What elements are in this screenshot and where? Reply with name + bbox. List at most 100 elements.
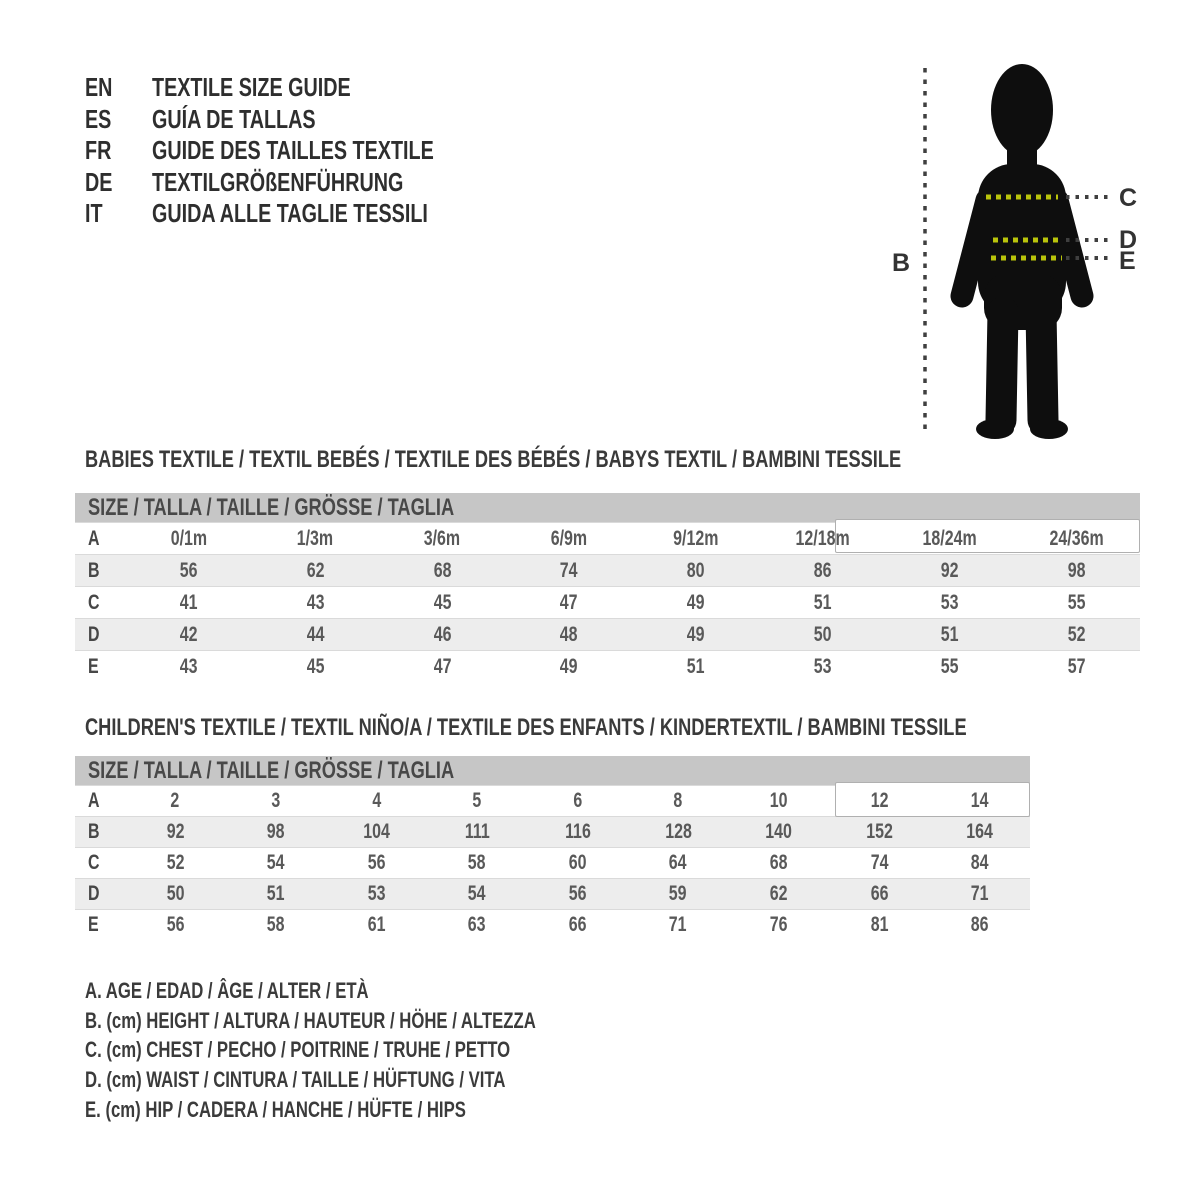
table-cell: 9/12m bbox=[673, 526, 719, 550]
table-cell: 5 bbox=[472, 789, 482, 812]
table-cell: 57 bbox=[1067, 654, 1086, 678]
table-cell: 14 bbox=[970, 789, 989, 812]
table-cell: 24/36m bbox=[1049, 526, 1104, 550]
table-cell: 47 bbox=[433, 654, 452, 678]
table-cell: 0/1m bbox=[170, 526, 207, 550]
table-cell: 56 bbox=[166, 913, 185, 936]
table-cell: 66 bbox=[568, 913, 587, 936]
table-cell: 81 bbox=[870, 913, 889, 936]
table-cell: 44 bbox=[306, 622, 325, 646]
table-cell: 41 bbox=[179, 590, 198, 614]
table-row-waist: D 42 44 46 48 49 50 51 52 bbox=[75, 618, 1140, 650]
table-cell: 84 bbox=[970, 851, 989, 874]
table-cell: 52 bbox=[1067, 622, 1086, 646]
table-cell: 42 bbox=[179, 622, 198, 646]
legend-age: A. AGE / EDAD / ÂGE / ALTER / ETÀ bbox=[85, 977, 369, 1003]
child-measurement-figure: B C D E bbox=[892, 64, 1137, 439]
table-cell: 51 bbox=[813, 590, 832, 614]
row-label: E bbox=[88, 654, 99, 678]
language-code: ES bbox=[85, 103, 112, 134]
guide-title-es: GUÍA DE TALLAS bbox=[152, 103, 316, 134]
table-cell: 43 bbox=[306, 590, 325, 614]
table-cell: 10 bbox=[769, 789, 788, 812]
selected-size-highlight bbox=[835, 782, 1030, 817]
table-cell: 12 bbox=[870, 789, 889, 812]
table-cell: 104 bbox=[363, 820, 390, 843]
legend-hip: E. (cm) HIP / CADERA / HANCHE / HÜFTE / … bbox=[85, 1097, 466, 1123]
table-cell: 152 bbox=[865, 820, 893, 843]
row-label: E bbox=[88, 913, 99, 936]
row-label: B bbox=[88, 820, 100, 843]
table-cell: 64 bbox=[669, 851, 687, 874]
table-row-hip: E 56 58 61 63 66 71 76 81 86 bbox=[75, 909, 1030, 940]
table-cell: 68 bbox=[769, 851, 788, 874]
row-label: A bbox=[88, 526, 100, 550]
legend-chest: C. (cm) CHEST / PECHO / POITRINE / TRUHE… bbox=[85, 1037, 511, 1063]
table-cell: 98 bbox=[1067, 558, 1086, 582]
guide-title-en: TEXTILE SIZE GUIDE bbox=[152, 72, 351, 103]
size-header-row: SIZE / TALLA / TAILLE / GRÖSSE / TAGLIA bbox=[75, 493, 1140, 522]
table-cell: 80 bbox=[687, 558, 705, 582]
table-cell: 55 bbox=[1067, 590, 1086, 614]
table-cell: 49 bbox=[687, 590, 705, 614]
child-silhouette-icon bbox=[950, 64, 1094, 439]
table-cell: 1/3m bbox=[297, 526, 334, 550]
table-cell: 53 bbox=[940, 590, 959, 614]
table-cell: 51 bbox=[940, 622, 959, 646]
table-cell: 12/18m bbox=[795, 526, 850, 550]
language-code: EN bbox=[85, 72, 113, 103]
babies-table-rows: A 0/1m 1/3m 3/6m 6/9m 9/12m 12/18m 18/24… bbox=[75, 519, 1140, 682]
table-cell: 49 bbox=[687, 622, 705, 646]
measurement-legend: A. AGE / EDAD / ÂGE / ALTER / ETÀ B. (cm… bbox=[85, 976, 678, 1125]
table-cell: 92 bbox=[940, 558, 959, 582]
table-cell: 46 bbox=[433, 622, 452, 646]
guide-title-fr: GUIDE DES TAILLES TEXTILE bbox=[152, 135, 434, 166]
table-cell: 18/24m bbox=[922, 526, 977, 550]
size-header-row: SIZE / TALLA / TAILLE / GRÖSSE / TAGLIA bbox=[75, 756, 1030, 785]
children-size-table: SIZE / TALLA / TAILLE / GRÖSSE / TAGLIA … bbox=[75, 756, 1030, 940]
table-cell: 59 bbox=[669, 882, 687, 905]
table-cell: 43 bbox=[179, 654, 198, 678]
table-cell: 111 bbox=[464, 820, 490, 843]
table-cell: 53 bbox=[813, 654, 832, 678]
row-label: A bbox=[88, 789, 100, 812]
table-cell: 52 bbox=[166, 851, 185, 874]
chest-label: C bbox=[1119, 184, 1137, 212]
language-row-fr: FR GUIDE DES TAILLES TEXTILE bbox=[85, 135, 523, 167]
table-cell: 6 bbox=[573, 789, 582, 812]
waist-label: D bbox=[1119, 226, 1137, 254]
table-cell: 8 bbox=[673, 789, 683, 812]
table-cell: 76 bbox=[769, 913, 788, 936]
table-cell: 47 bbox=[560, 590, 578, 614]
table-cell: 49 bbox=[560, 654, 578, 678]
table-cell: 164 bbox=[966, 820, 994, 843]
height-label: B bbox=[892, 249, 910, 277]
table-cell: 68 bbox=[433, 558, 452, 582]
language-code: DE bbox=[85, 166, 113, 197]
table-cell: 71 bbox=[970, 882, 989, 905]
table-cell: 74 bbox=[560, 558, 578, 582]
hip-label: E bbox=[1119, 247, 1136, 275]
row-label: C bbox=[88, 851, 100, 874]
row-label: C bbox=[88, 590, 100, 614]
table-row-height: B 92 98 104 111 116 128 140 152 164 bbox=[75, 816, 1030, 847]
table-cell: 6/9m bbox=[550, 526, 588, 550]
language-code: FR bbox=[85, 135, 112, 166]
table-cell: 62 bbox=[306, 558, 325, 582]
language-row-es: ES GUÍA DE TALLAS bbox=[85, 104, 523, 136]
table-cell: 58 bbox=[266, 913, 285, 936]
row-label: D bbox=[88, 622, 100, 646]
children-table-rows: A 2 3 4 5 6 8 10 12 14 B 92 98 104 111 1… bbox=[75, 782, 1030, 940]
table-row-chest: C 41 43 45 47 49 51 53 55 bbox=[75, 586, 1140, 618]
babies-size-table: SIZE / TALLA / TAILLE / GRÖSSE / TAGLIA … bbox=[75, 493, 1140, 682]
table-cell: 45 bbox=[306, 654, 325, 678]
table-cell: 50 bbox=[166, 882, 185, 905]
table-cell: 51 bbox=[687, 654, 705, 678]
table-cell: 4 bbox=[371, 789, 381, 812]
table-row-waist: D 50 51 53 54 56 59 62 66 71 bbox=[75, 878, 1030, 909]
selected-size-highlight bbox=[835, 519, 1140, 553]
table-cell: 86 bbox=[813, 558, 832, 582]
legend-height: B. (cm) HEIGHT / ALTURA / HAUTEUR / HÖHE… bbox=[85, 1007, 536, 1033]
table-cell: 3/6m bbox=[423, 526, 461, 550]
